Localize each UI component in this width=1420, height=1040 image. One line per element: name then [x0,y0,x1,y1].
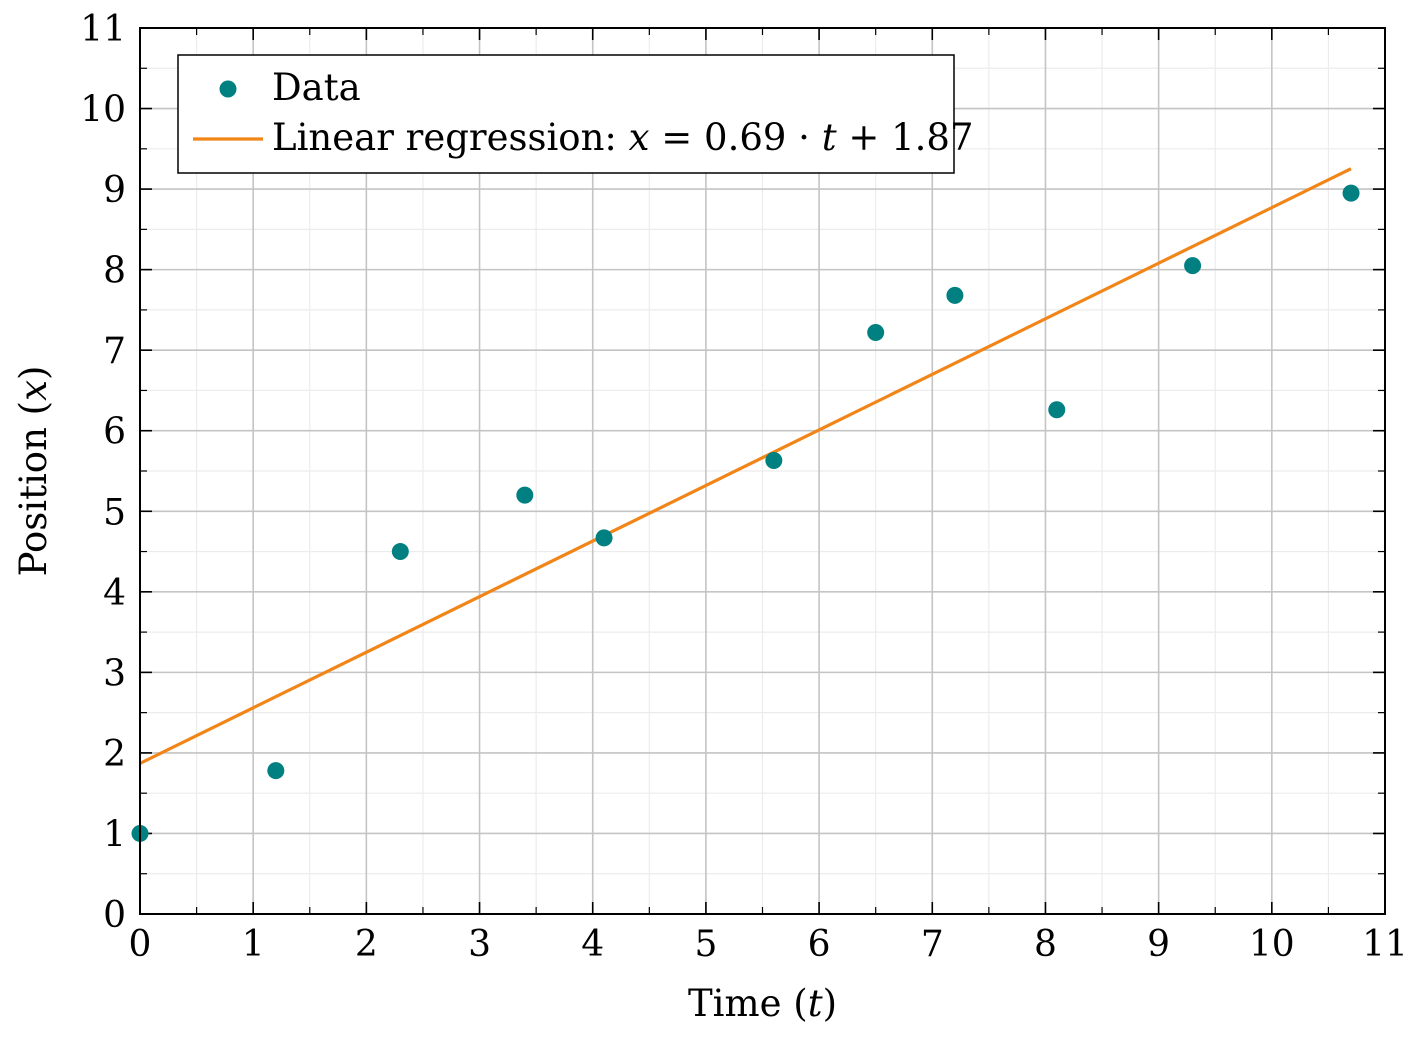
x-axis-label: Time (t) [688,982,837,1025]
data-point [516,486,534,504]
plot-frame [139,27,1386,915]
x-tick-label: 10 [1249,924,1295,965]
data-point [765,452,783,470]
y-tick-label: 2 [103,734,126,775]
data-point [391,543,409,561]
x-tick-label: 7 [921,924,944,965]
minor-grid [140,28,1385,914]
y-tick-label: 4 [103,573,126,614]
y-tick-labels: 0 1 2 3 4 5 6 7 8 9 10 11 [80,9,126,936]
y-tick-label: 11 [80,9,126,50]
data-point [595,529,613,547]
regression-layer [139,167,1352,765]
data-point [1342,184,1360,202]
x-tick-labels: 0 1 2 3 4 5 6 7 8 9 10 11 [129,924,1408,965]
x-tick-label: 6 [808,924,831,965]
x-tick-label: 3 [468,924,491,965]
data-point [946,286,964,304]
data-point [1184,257,1202,275]
y-tick-label: 0 [103,895,126,936]
x-tick-label: 4 [581,924,604,965]
legend-label-data: Data [272,66,361,109]
data-point [1048,401,1066,419]
y-axis-label: Position (x) [12,366,55,577]
legend-box [177,54,955,174]
data-points [131,184,1360,842]
data-point [867,323,885,341]
y-tick-label: 9 [103,170,126,211]
x-tick-label: 8 [1034,924,1057,965]
data-point [267,762,285,780]
y-tick-label: 6 [103,412,126,453]
y-tick-label: 7 [103,331,126,372]
x-tick-label: 11 [1362,924,1408,965]
y-tick-label: 8 [103,251,126,292]
legend-label-regression: Linear regression: x = 0.69 · t + 1.87 [272,116,974,159]
x-tick-label: 0 [129,924,152,965]
x-tick-label: 2 [355,924,378,965]
x-tick-label: 9 [1147,924,1170,965]
y-tick-label: 10 [80,90,126,131]
y-tick-label: 1 [103,814,126,855]
y-tick-label: 3 [103,653,126,694]
x-tick-label: 5 [694,924,717,965]
legend-marker-data [219,80,237,98]
regression-line [139,167,1352,765]
y-tick-label: 5 [103,492,126,533]
x-tick-label: 1 [242,924,265,965]
legend: Data Linear regression: x = 0.69 · t + 1… [177,54,974,174]
